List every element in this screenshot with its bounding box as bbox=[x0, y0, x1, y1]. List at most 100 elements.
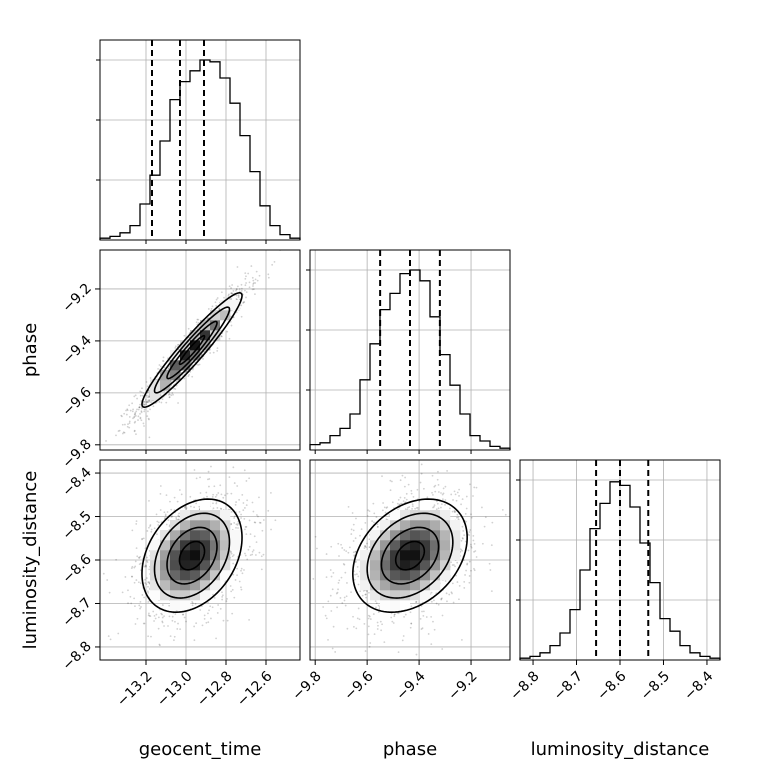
density-cell bbox=[410, 510, 421, 521]
scatter-point bbox=[210, 617, 212, 620]
scatter-point bbox=[211, 606, 214, 609]
scatter-point bbox=[146, 385, 149, 388]
scatter-point bbox=[142, 403, 145, 405]
scatter-point bbox=[464, 574, 466, 576]
scatter-point bbox=[136, 555, 139, 558]
scatter-point bbox=[242, 509, 245, 512]
scatter-point bbox=[185, 370, 188, 373]
scatter-point bbox=[398, 503, 401, 506]
scatter-point bbox=[130, 575, 133, 578]
density-cell bbox=[400, 510, 411, 521]
scatter-point bbox=[473, 550, 475, 553]
scatter-point bbox=[368, 546, 371, 549]
scatter-point bbox=[206, 478, 209, 481]
scatter-point bbox=[453, 511, 456, 514]
scatter-point bbox=[208, 609, 210, 612]
scatter-point bbox=[168, 396, 171, 398]
density-cell bbox=[200, 510, 211, 521]
density-cell bbox=[400, 560, 411, 571]
density-cell bbox=[210, 530, 221, 541]
scatter-point bbox=[167, 519, 170, 522]
scatter-point bbox=[139, 582, 142, 585]
scatter-point bbox=[233, 522, 236, 524]
scatter-point bbox=[143, 410, 146, 413]
scatter-point bbox=[203, 617, 206, 620]
scatter-point bbox=[366, 590, 369, 592]
scatter-point bbox=[145, 565, 147, 568]
scatter-point bbox=[258, 274, 261, 277]
scatter-point bbox=[420, 628, 423, 630]
scatter-point bbox=[444, 485, 447, 488]
scatter-point bbox=[207, 601, 209, 604]
scatter-point bbox=[350, 591, 352, 594]
scatter-point bbox=[483, 525, 486, 528]
scatter-point bbox=[221, 598, 224, 601]
scatter-point bbox=[125, 413, 128, 416]
density-cell bbox=[180, 570, 191, 581]
scatter-point bbox=[139, 403, 141, 406]
scatter-point bbox=[336, 606, 339, 609]
scatter-point bbox=[236, 524, 239, 526]
scatter-point bbox=[357, 575, 360, 578]
scatter-point bbox=[152, 610, 155, 613]
scatter-point bbox=[437, 484, 440, 486]
scatter-point bbox=[456, 581, 459, 583]
scatter-point bbox=[373, 521, 375, 524]
y-axis-label-luminosity_distance: luminosity_distance bbox=[20, 471, 41, 650]
scatter-point bbox=[161, 616, 164, 619]
density-cell bbox=[190, 580, 201, 591]
scatter-point bbox=[238, 290, 241, 293]
scatter-point bbox=[171, 392, 174, 394]
scatter-point bbox=[167, 625, 169, 627]
density-cell bbox=[170, 590, 181, 601]
scatter-point bbox=[165, 401, 168, 404]
scatter-point bbox=[131, 565, 134, 568]
density-cell bbox=[370, 570, 381, 581]
scatter-point bbox=[216, 297, 219, 299]
scatter-point bbox=[368, 645, 371, 648]
scatter-point bbox=[409, 626, 412, 629]
scatter-point bbox=[231, 555, 234, 558]
scatter-point bbox=[195, 502, 198, 505]
scatter-point bbox=[168, 604, 171, 607]
scatter-point bbox=[347, 506, 350, 508]
scatter-point bbox=[358, 618, 361, 621]
scatter-point bbox=[325, 553, 328, 555]
contour-level-2 bbox=[380, 526, 440, 585]
scatter-point bbox=[243, 517, 246, 520]
scatter-point bbox=[455, 499, 458, 502]
scatter-point bbox=[385, 507, 388, 509]
scatter-point bbox=[244, 277, 247, 280]
scatter-point bbox=[133, 429, 136, 432]
scatter-point bbox=[159, 394, 162, 397]
scatter-point bbox=[197, 318, 200, 321]
scatter-point bbox=[134, 394, 137, 397]
density-cell bbox=[430, 520, 441, 531]
scatter-point bbox=[391, 501, 394, 504]
scatter-point bbox=[159, 365, 162, 368]
scatter-point bbox=[407, 483, 410, 486]
scatter-point bbox=[148, 581, 150, 584]
scatter-point bbox=[441, 597, 443, 600]
density-cell bbox=[220, 510, 231, 521]
scatter-point bbox=[139, 394, 142, 397]
scatter-point bbox=[332, 571, 335, 574]
scatter-point bbox=[232, 573, 235, 576]
scatter-point bbox=[440, 492, 442, 494]
scatter-point bbox=[354, 560, 357, 563]
scatter-point bbox=[245, 282, 247, 284]
scatter-point bbox=[207, 621, 210, 624]
scatter-point bbox=[230, 287, 232, 289]
density-cell bbox=[220, 560, 231, 571]
density-cell bbox=[230, 540, 241, 551]
scatter-point bbox=[364, 545, 367, 547]
scatter-point bbox=[327, 600, 330, 603]
scatter-point bbox=[359, 590, 362, 593]
scatter-point bbox=[368, 591, 370, 594]
x-axis-label-phase: phase bbox=[383, 739, 437, 760]
scatter-point bbox=[131, 529, 134, 532]
scatter-point bbox=[129, 595, 132, 598]
scatter-point bbox=[243, 301, 246, 303]
density-cell bbox=[160, 370, 171, 381]
scatter-point bbox=[389, 489, 392, 492]
